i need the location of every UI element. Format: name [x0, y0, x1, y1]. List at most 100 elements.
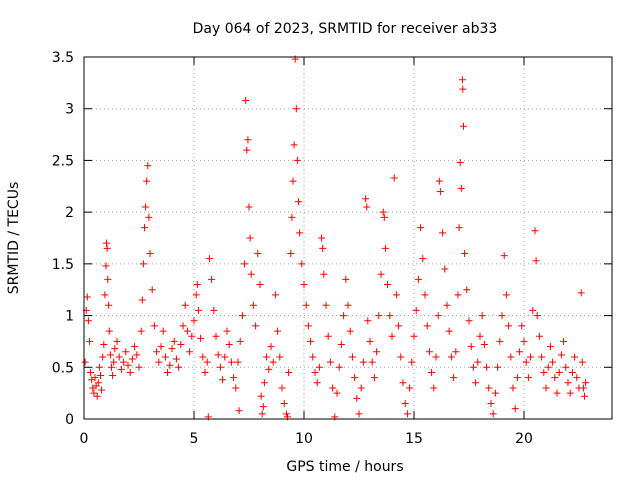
data-point — [469, 363, 477, 371]
data-point — [84, 317, 92, 325]
data-point — [507, 353, 515, 361]
data-point — [390, 174, 398, 182]
data-point — [568, 368, 576, 376]
data-point — [117, 365, 125, 373]
data-point — [271, 291, 279, 299]
data-point — [139, 260, 147, 268]
x-axis-label: GPS time / hours — [286, 459, 403, 475]
data-point — [315, 363, 323, 371]
data-point — [298, 260, 306, 268]
data-point — [498, 312, 506, 320]
y-tick-label: 0.5 — [52, 360, 74, 376]
data-point — [157, 343, 165, 351]
data-point — [274, 327, 282, 335]
data-point — [319, 244, 327, 252]
data-point — [199, 353, 207, 361]
data-point — [566, 389, 574, 397]
data-point — [285, 368, 293, 376]
data-point — [98, 386, 106, 394]
data-point — [258, 410, 266, 418]
data-point — [326, 358, 334, 366]
data-point — [144, 162, 152, 170]
data-point — [441, 265, 449, 273]
data-point — [380, 213, 388, 221]
data-point — [544, 363, 552, 371]
data-point — [120, 358, 128, 366]
data-point — [245, 203, 253, 211]
data-point — [225, 341, 233, 349]
data-point — [414, 275, 422, 283]
data-point — [293, 156, 301, 164]
data-point — [150, 322, 158, 330]
data-point — [304, 322, 312, 330]
data-point — [522, 358, 530, 366]
data-point — [135, 363, 143, 371]
data-point — [357, 384, 365, 392]
data-point — [540, 368, 548, 376]
data-point — [480, 341, 488, 349]
data-point — [553, 389, 561, 397]
y-tick-label: 1 — [65, 309, 74, 325]
data-point — [403, 410, 411, 418]
data-point — [309, 353, 317, 361]
data-point — [348, 353, 356, 361]
y-axis-label: SRMTID / TECUs — [6, 182, 22, 295]
data-point — [518, 322, 526, 330]
data-point — [533, 312, 541, 320]
data-point — [456, 158, 464, 166]
data-point — [520, 337, 528, 345]
data-point — [86, 337, 93, 345]
data-point — [406, 384, 414, 392]
data-point — [381, 244, 389, 252]
data-point — [436, 187, 444, 195]
data-point — [313, 379, 321, 387]
data-point — [115, 353, 123, 361]
y-tick-label: 1.5 — [52, 257, 74, 273]
data-point — [459, 85, 467, 93]
data-point — [232, 384, 240, 392]
data-point — [280, 399, 288, 407]
data-point — [128, 355, 136, 363]
data-point — [267, 343, 275, 351]
data-point — [201, 368, 209, 376]
data-point — [562, 363, 570, 371]
data-point — [260, 379, 268, 387]
plot-frame — [83, 56, 613, 420]
data-point — [364, 317, 372, 325]
data-point — [513, 374, 521, 382]
data-point — [551, 374, 559, 382]
data-point — [87, 368, 95, 376]
data-point — [412, 306, 420, 314]
data-point — [263, 353, 271, 361]
data-point — [247, 270, 255, 278]
data-point — [143, 177, 151, 185]
data-point — [138, 296, 146, 304]
data-point — [223, 327, 231, 335]
data-point — [111, 345, 119, 353]
data-point — [221, 353, 229, 361]
data-point — [500, 252, 508, 260]
y-tick-label: 3.5 — [52, 50, 74, 66]
data-point — [113, 337, 121, 345]
y-tick-label: 2.5 — [52, 153, 74, 169]
data-point — [392, 291, 400, 299]
data-point — [212, 332, 220, 340]
data-point — [419, 255, 427, 263]
data-point — [395, 322, 403, 330]
data-point — [186, 348, 194, 356]
data-point — [494, 363, 502, 371]
grid-lines — [84, 57, 612, 419]
data-point — [133, 351, 141, 359]
data-point — [278, 384, 286, 392]
data-point — [425, 348, 433, 356]
data-point — [578, 358, 586, 366]
data-point — [516, 348, 524, 356]
x-tick-label: 0 — [80, 431, 89, 447]
data-point — [108, 363, 115, 371]
data-point — [337, 341, 345, 349]
data-point — [423, 322, 431, 330]
data-point — [216, 363, 224, 371]
data-point — [194, 306, 202, 314]
data-point — [579, 384, 587, 392]
data-point — [300, 281, 308, 289]
